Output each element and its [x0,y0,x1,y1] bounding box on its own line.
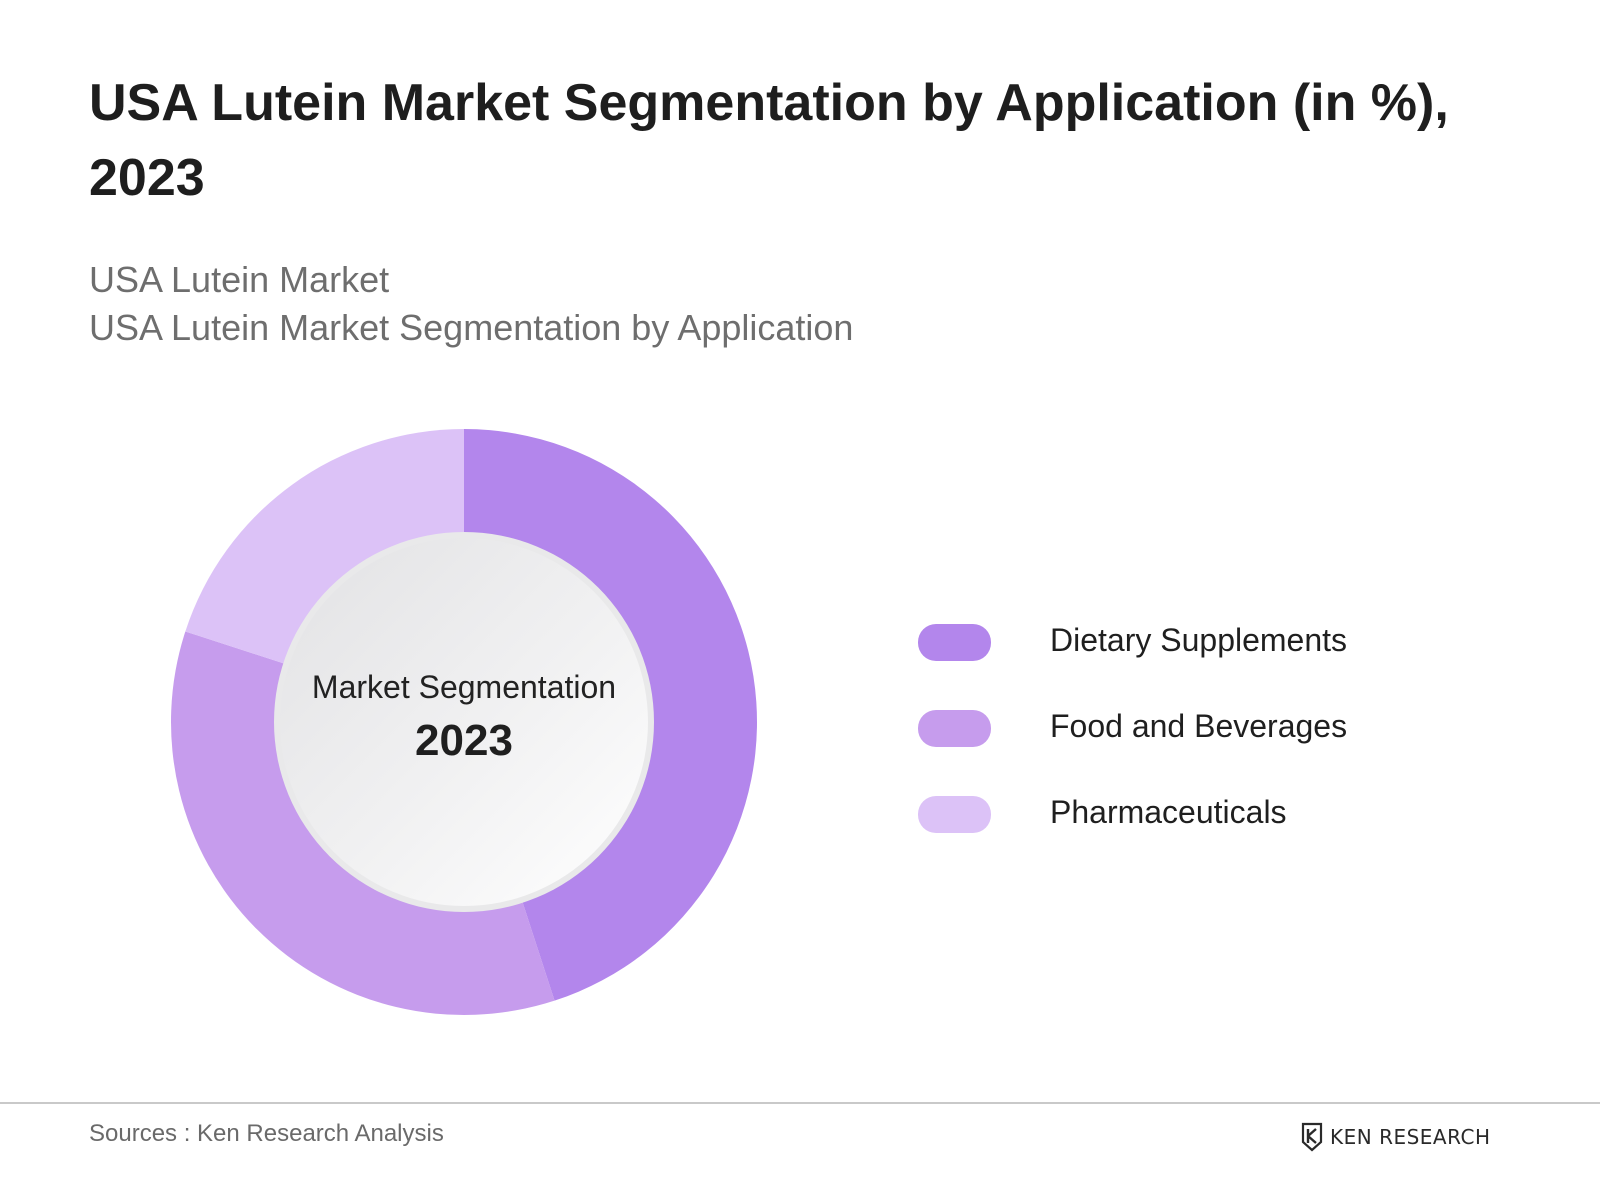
legend-swatch-dietary-supplements [918,624,991,661]
brand-logo: KEN RESEARCH [1300,1120,1491,1154]
legend-label-dietary-supplements: Dietary Supplements [1050,622,1348,658]
center-label: Market Segmentation 2023 [279,537,649,907]
brand-name: KEN RESEARCH [1330,1125,1491,1149]
chart-title: USA Lutein Market Segmentation by Applic… [89,74,1449,207]
legend-label-food-and-beverages: Food and Beverages [1050,708,1348,744]
sources-note: Sources : Ken Research Analysis [89,1120,444,1147]
legend-swatch-pharmaceuticals [918,796,991,833]
legend-swatch-food-and-beverages [918,710,991,747]
legend-item-food-and-beverages: Food and Beverages [918,704,1518,790]
footer-divider [0,1102,1600,1104]
center-label-title: Market Segmentation [311,669,617,705]
legend-label-pharmaceuticals: Pharmaceuticals [1050,794,1287,830]
chart-subtitle-market: USA Lutein Market [89,259,390,300]
ken-research-logo-icon [1301,1122,1323,1152]
legend-item-dietary-supplements: Dietary Supplements [918,618,1518,704]
legend-item-pharmaceuticals: Pharmaceuticals [918,790,1518,876]
center-disc [280,538,648,906]
chart-legend: Dietary Supplements Food and Beverages P… [918,618,1518,876]
chart-subtitle-segmentation: USA Lutein Market Segmentation by Applic… [89,307,854,348]
center-label-year: 2023 [415,716,513,765]
